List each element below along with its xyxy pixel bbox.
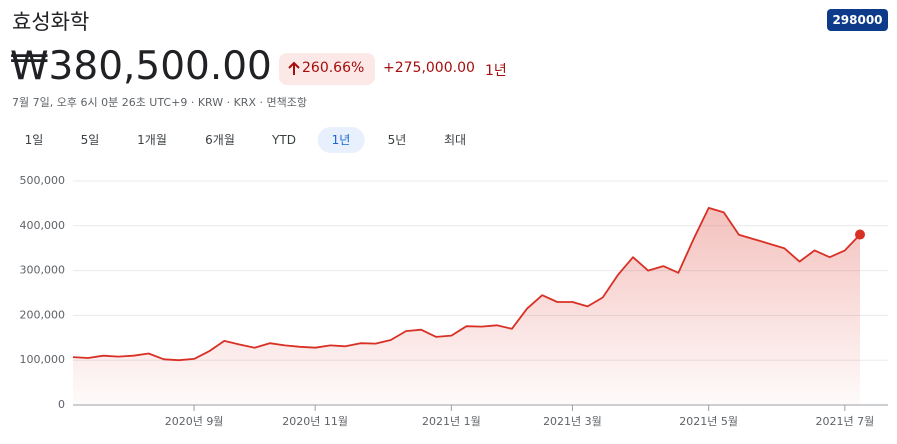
x-tick-label: 2021년 7월: [815, 415, 874, 428]
range-tab[interactable]: 최대: [443, 133, 467, 147]
end-dot: [855, 229, 865, 240]
x-tick-label: 2021년 3월: [543, 415, 602, 428]
y-tick-label: 400,000: [20, 219, 66, 232]
price-line: [72, 207, 861, 362]
area-fill: [73, 207, 860, 405]
x-tick-label: 2020년 9월: [165, 415, 224, 428]
up-arrow: [288, 61, 300, 75]
range-tab[interactable]: 1일: [24, 133, 44, 147]
range-tab[interactable]: YTD: [272, 133, 296, 147]
x-tick-label: 2021년 5월: [679, 415, 738, 428]
change-period: 1년: [485, 63, 507, 79]
y-tick-label: 200,000: [20, 308, 66, 321]
x-tick-label: 2021년 1월: [422, 415, 481, 428]
range-tab[interactable]: 6개월: [205, 133, 235, 147]
range-tab[interactable]: 5일: [80, 133, 100, 147]
change-pill: [279, 53, 375, 85]
change-absolute: +275,000.00: [383, 60, 475, 76]
range-tab[interactable]: 1년: [317, 127, 365, 153]
ticker-badge[interactable]: 298000: [827, 9, 888, 31]
price: ₩380,500.00: [10, 44, 272, 89]
y-tick-label: 100,000: [20, 353, 66, 366]
y-tick-label: 0: [58, 398, 65, 411]
title: 효성화학: [12, 10, 90, 34]
y-tick-label: 500,000: [20, 174, 66, 187]
y-tick-label: 300,000: [20, 264, 66, 277]
change-percent: 260.66%: [302, 60, 365, 76]
range-tab[interactable]: 1개월: [137, 133, 167, 147]
info-line: 7월 7일, 오후 6시 0분 26초 UTC+9 · KRW · KRX · …: [12, 96, 307, 109]
x-tick-label: 2020년 11월: [282, 415, 348, 428]
range-tab[interactable]: 5년: [387, 133, 407, 147]
